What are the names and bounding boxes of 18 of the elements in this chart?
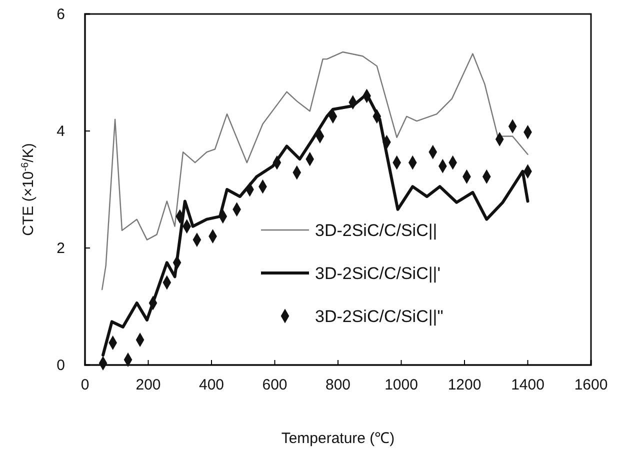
legend-label: 3D-2SiC/C/SiC||' [315, 264, 440, 283]
line-series [101, 51, 528, 290]
x-tick-label: 800 [325, 376, 351, 394]
x-tick-label: 200 [136, 376, 161, 394]
x-tick-label: 400 [198, 376, 224, 394]
x-tick-label: 1600 [574, 376, 608, 394]
x-tick-label: 1000 [384, 376, 418, 394]
x-tick-label: 0 [80, 376, 90, 394]
x-tick-label: 1400 [511, 376, 544, 394]
x-axis-title: Temperature (℃) [281, 430, 395, 447]
legend-label: 3D-2SiC/C/SiC|| [315, 220, 438, 240]
x-tick-label: 1200 [448, 376, 482, 394]
y-tick-label: 4 [56, 122, 65, 140]
y-tick-label: 2 [56, 240, 65, 257]
legend-label: 3D-2SiC/C/SiC||" [315, 306, 444, 326]
y-tick-label: 6 [56, 6, 65, 23]
y-tick-label: 0 [56, 356, 65, 374]
x-tick-label: 600 [262, 376, 288, 394]
